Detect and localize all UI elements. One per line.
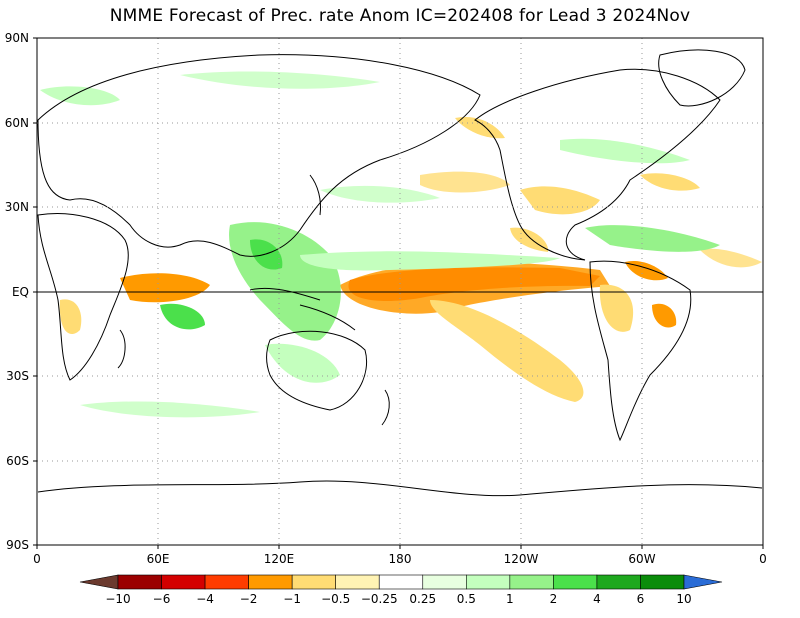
colorbar-label: 2 — [550, 592, 558, 606]
wet-anomaly-itcz-north — [300, 251, 560, 271]
colorbar-label: 0.5 — [457, 592, 476, 606]
wet-anomaly-southern-ocean — [80, 401, 260, 418]
wet-anomaly-maritime-continent — [229, 222, 341, 341]
dry-anomaly-south-pacific-band — [430, 300, 584, 402]
lat-label-60n: 60N — [5, 116, 29, 130]
coast-eurasia — [37, 54, 481, 257]
colorbar-box — [466, 574, 511, 590]
coast-australia — [266, 330, 367, 411]
dry-anomaly-gulf-alaska — [455, 116, 505, 139]
wet-anomaly-north-atlantic — [560, 138, 690, 164]
wet-anomaly-indian-ocean-south — [160, 303, 205, 330]
colorbar-label: −10 — [105, 592, 130, 606]
colorbar-label: 4 — [593, 592, 601, 606]
colorbar-label: −4 — [196, 592, 214, 606]
colorbar-box — [596, 574, 641, 590]
colorbar-label: 0.25 — [409, 592, 436, 606]
lon-label-180: 180 — [389, 552, 412, 566]
wet-anomaly-australia — [265, 343, 340, 383]
map-title: NMME Forecast of Prec. rate Anom IC=2024… — [109, 6, 691, 26]
colorbar-box — [640, 574, 685, 590]
coast-antarctica — [37, 480, 763, 497]
lat-label-60s: 60S — [6, 454, 29, 468]
colorbar-label: −1 — [283, 592, 301, 606]
wet-anomaly-siberia — [180, 71, 380, 89]
colorbar: −10 −6 −4 −2 −1 −0.5 −0.25 0.25 0.5 1 2 4 6 10 — [79, 574, 723, 606]
colorbar-end-low — [79, 574, 119, 590]
colorbar-box — [204, 574, 249, 590]
colorbar-box — [509, 574, 554, 590]
lat-label-30n: 30N — [5, 200, 29, 214]
dry-anomaly-west-mexico — [510, 227, 549, 252]
lon-label-60w: 60W — [628, 552, 655, 566]
lat-label-90s: 90S — [6, 538, 29, 552]
lon-label-0-right: 0 — [759, 552, 767, 566]
coast-north-america — [474, 68, 721, 261]
colorbar-label: −2 — [240, 592, 258, 606]
dry-anomaly-east-africa — [59, 299, 82, 335]
lon-label-60e: 60E — [147, 552, 170, 566]
coast-japan — [309, 174, 321, 216]
colorbar-label: 1 — [506, 592, 514, 606]
colorbar-label: −0.5 — [321, 592, 350, 606]
dry-anomaly-central-pacific-outer — [340, 262, 610, 314]
anomaly-fields — [40, 71, 762, 418]
dry-anomaly-north-atlantic — [640, 173, 700, 191]
lat-label-eq: EQ — [12, 285, 29, 299]
colorbar-label: 6 — [637, 592, 645, 606]
coast-new-zealand — [381, 389, 390, 426]
lon-label-120w: 120W — [504, 552, 539, 566]
dry-anomaly-caribbean — [625, 260, 668, 281]
colorbar-box — [335, 574, 380, 590]
coastlines — [37, 49, 763, 497]
coast-madagascar — [117, 329, 126, 369]
axis-ticks — [33, 37, 764, 549]
colorbar-box — [161, 574, 206, 590]
colorbar-box — [248, 574, 293, 590]
lon-label-0-left: 0 — [33, 552, 41, 566]
dry-anomaly-north-pacific — [420, 171, 510, 193]
lon-label-120e: 120E — [264, 552, 295, 566]
coast-indonesia — [249, 287, 356, 331]
dry-anomaly-us-southeast — [520, 186, 600, 215]
colorbar-box — [117, 574, 162, 590]
coast-africa — [37, 213, 129, 381]
colorbar-box — [378, 574, 424, 590]
wet-anomaly-europe — [40, 86, 120, 106]
lat-label-30s: 30S — [6, 369, 29, 383]
dry-anomaly-south-atlantic — [700, 248, 762, 268]
colorbar-label: −6 — [153, 592, 171, 606]
latitude-labels: 90N 60N 30N EQ 30S 60S 90S — [5, 31, 29, 552]
colorbar-box — [553, 574, 598, 590]
colorbar-box — [422, 574, 467, 590]
colorbar-label: −0.25 — [361, 592, 398, 606]
colorbar-box — [291, 574, 336, 590]
dry-anomaly-brazil-east — [652, 303, 677, 328]
graticule — [37, 38, 763, 545]
coast-south-america — [589, 260, 692, 442]
dry-anomaly-south-america — [599, 284, 634, 332]
dry-anomaly-indian-ocean-west — [120, 273, 210, 303]
lat-label-90n: 90N — [5, 31, 29, 45]
colorbar-end-high — [683, 574, 723, 590]
colorbar-label: 10 — [676, 592, 691, 606]
wet-anomaly-north-pacific — [320, 185, 440, 203]
coast-greenland — [658, 49, 746, 107]
longitude-labels: 0 60E 120E 180 120W 60W 0 — [33, 552, 767, 566]
wet-anomaly-caribbean-atlantic — [585, 225, 720, 252]
